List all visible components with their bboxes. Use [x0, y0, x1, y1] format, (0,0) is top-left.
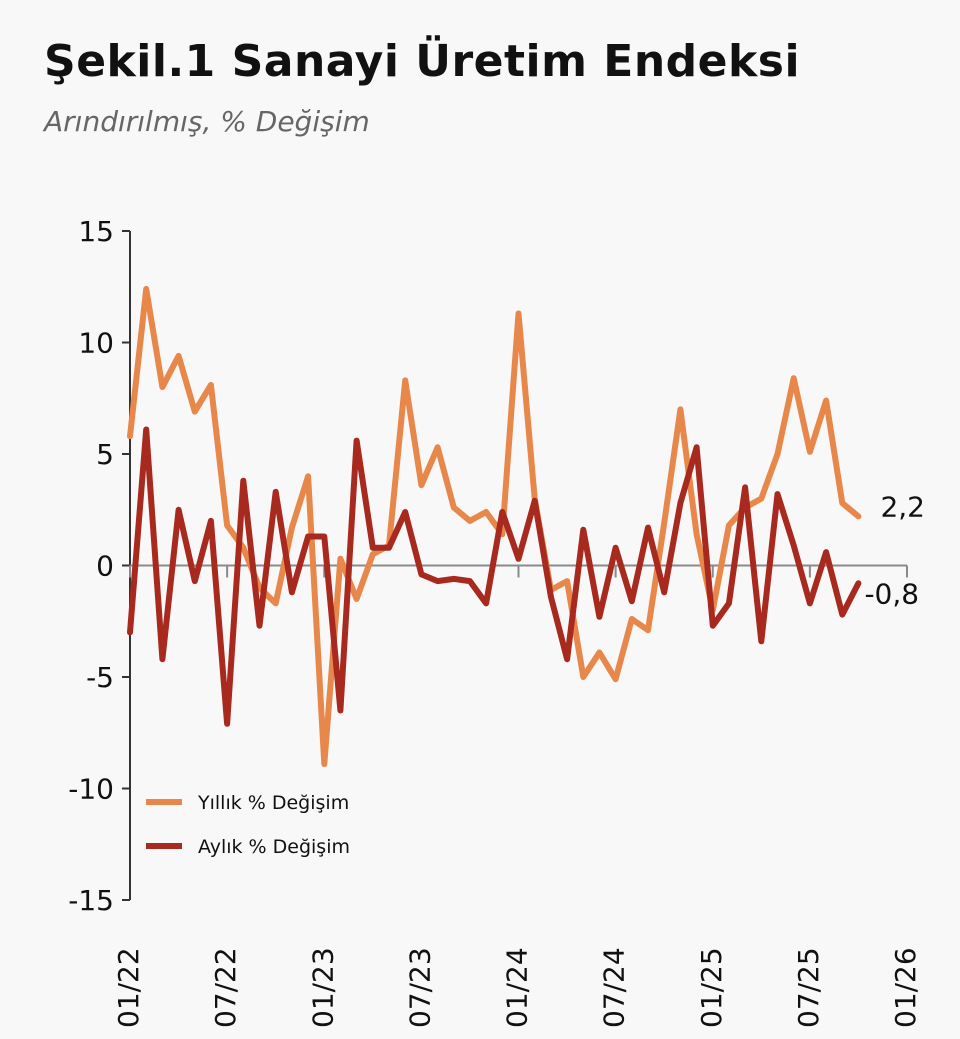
y-tick-label: 10 [78, 327, 114, 360]
series-line-aylik [127, 426, 862, 727]
legend-label: Aylık % Değişim [198, 836, 350, 858]
y-tick-label: -5 [86, 661, 114, 694]
x-tick-label: 07/25 [792, 947, 825, 1028]
legend-label: Yıllık % Değişim [197, 792, 349, 814]
axes: 15 10 5 0 -5 -10 -15 01/22 07/22 01/23 07/23 01/24 0… [68, 215, 922, 1028]
labels-layer: 2,2 -0,8 [864, 490, 925, 610]
series-end-label-yillik: 2,2 [880, 490, 925, 523]
x-tick-label: 01/24 [501, 947, 534, 1028]
y-tick-label: 15 [78, 215, 114, 248]
x-tick-label: 07/23 [403, 947, 436, 1028]
y-tick-label: -10 [68, 773, 114, 806]
legend: Yıllık % Değişim Aylık % Değişim [146, 792, 350, 858]
series-end-label-aylik: -0,8 [864, 577, 919, 610]
x-tick-label: 01/23 [306, 947, 339, 1028]
y-tick-label: -15 [68, 884, 114, 917]
x-tick-label: 07/24 [598, 947, 631, 1028]
x-tick-label: 01/25 [695, 947, 728, 1028]
x-tick-label: 01/22 [112, 947, 145, 1028]
chart-subtitle: Arındırılmış, % Değişim [44, 105, 370, 138]
x-tick-label: 01/26 [889, 947, 922, 1028]
y-tick-label: 0 [96, 550, 114, 583]
y-tick-label: 5 [96, 438, 114, 471]
series-layer [127, 286, 862, 767]
chart-title: Şekil.1 Sanayi Üretim Endeksi [44, 36, 801, 87]
x-tick-label: 07/22 [209, 947, 242, 1028]
